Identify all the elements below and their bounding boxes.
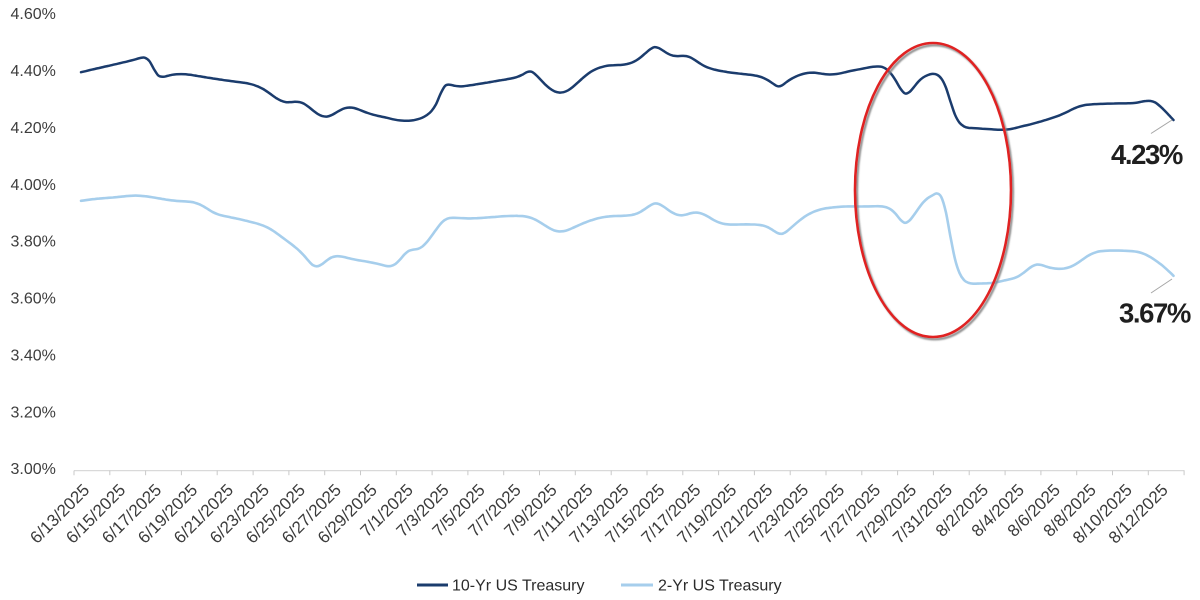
svg-text:3.60%: 3.60%	[11, 291, 56, 308]
svg-text:10-Yr US Treasury: 10-Yr US Treasury	[452, 578, 584, 595]
svg-text:4.60%: 4.60%	[11, 6, 56, 23]
svg-text:4.00%: 4.00%	[11, 177, 56, 194]
svg-text:3.40%: 3.40%	[11, 347, 56, 364]
svg-text:4.40%: 4.40%	[11, 63, 56, 80]
svg-text:4.23%: 4.23%	[1111, 139, 1183, 170]
svg-text:3.20%: 3.20%	[11, 404, 56, 421]
svg-text:4.20%: 4.20%	[11, 120, 56, 137]
svg-text:3.80%: 3.80%	[11, 234, 56, 251]
svg-text:3.00%: 3.00%	[11, 461, 56, 478]
svg-text:2-Yr US Treasury: 2-Yr US Treasury	[658, 578, 782, 595]
svg-text:3.67%: 3.67%	[1119, 298, 1191, 329]
